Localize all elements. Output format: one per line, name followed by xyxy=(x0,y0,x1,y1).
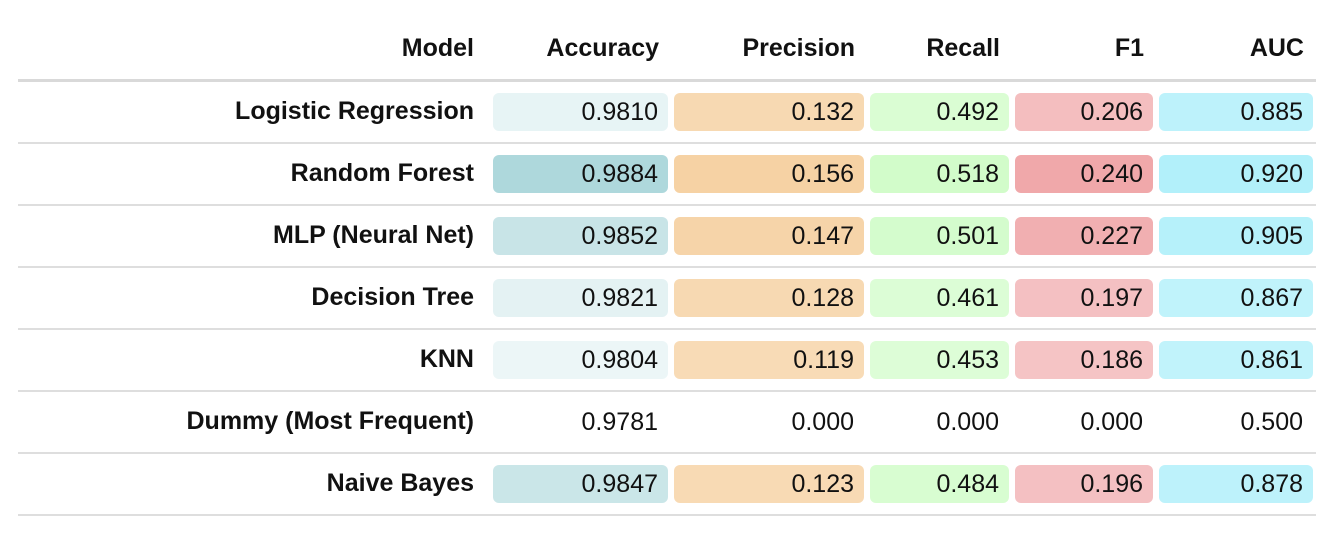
model-name-cell: Dummy (Most Frequent) xyxy=(186,407,475,435)
metric-value-accuracy: 0.9781 xyxy=(581,407,658,436)
metric-value-accuracy: 0.9804 xyxy=(493,340,668,379)
metric-value-recall: 0.453 xyxy=(870,340,1009,379)
metric-value-precision: 0.156 xyxy=(674,154,864,193)
metric-cell-recall: 0.461 xyxy=(867,267,1012,329)
metric-cell-f1: 0.206 xyxy=(1012,81,1156,143)
metric-value-auc: 0.920 xyxy=(1159,154,1313,193)
model-name-cell: Random Forest xyxy=(290,159,474,187)
metric-cell-auc: 0.920 xyxy=(1156,143,1316,205)
metric-value-precision: 0.000 xyxy=(791,407,854,436)
metric-cell-recall: 0.492 xyxy=(867,81,1012,143)
model-name-cell: KNN xyxy=(419,345,474,373)
metric-cell-precision: 0.119 xyxy=(671,329,867,391)
metric-value-precision: 0.119 xyxy=(674,340,864,379)
metric-cell-recall: 0.518 xyxy=(867,143,1012,205)
metric-cell-recall: 0.453 xyxy=(867,329,1012,391)
column-header-f1: F1 xyxy=(1114,34,1144,62)
column-header-model: Model xyxy=(401,34,474,62)
metric-cell-accuracy: 0.9804 xyxy=(490,329,671,391)
metric-value-recall: 0.501 xyxy=(870,216,1009,255)
metric-cell-accuracy: 0.9810 xyxy=(490,81,671,143)
metric-value-f1: 0.240 xyxy=(1015,154,1153,193)
model-name-cell: Decision Tree xyxy=(311,283,474,311)
metric-cell-recall: 0.501 xyxy=(867,205,1012,267)
metric-cell-recall: 0.000 xyxy=(867,391,1012,453)
metric-value-recall: 0.461 xyxy=(870,278,1009,317)
metric-cell-auc: 0.500 xyxy=(1156,391,1316,453)
model-name-cell: Naive Bayes xyxy=(326,469,474,497)
model-name-cell: Logistic Regression xyxy=(235,97,474,126)
metric-value-accuracy: 0.9852 xyxy=(493,216,668,255)
metric-value-precision: 0.123 xyxy=(674,464,864,503)
metric-value-f1: 0.186 xyxy=(1015,340,1153,379)
table-row: KNN 0.9804 0.119 0.453 0.186 0.861 xyxy=(18,329,1316,391)
metric-cell-accuracy: 0.9781 xyxy=(490,391,671,453)
metric-value-accuracy: 0.9821 xyxy=(493,278,668,317)
metric-cell-auc: 0.861 xyxy=(1156,329,1316,391)
metric-cell-auc: 0.878 xyxy=(1156,453,1316,515)
metric-cell-precision: 0.132 xyxy=(671,81,867,143)
metric-value-auc: 0.500 xyxy=(1240,407,1303,436)
metric-value-auc: 0.878 xyxy=(1159,464,1313,503)
metric-value-f1: 0.227 xyxy=(1015,216,1153,255)
metric-cell-f1: 0.240 xyxy=(1012,143,1156,205)
metric-value-accuracy: 0.9810 xyxy=(493,92,668,131)
table-row: Decision Tree 0.9821 0.128 0.461 0.197 0.867 xyxy=(18,267,1316,329)
metric-value-precision: 0.128 xyxy=(674,278,864,317)
metric-value-auc: 0.861 xyxy=(1159,340,1313,379)
table-row: Dummy (Most Frequent) 0.9781 0.000 0.000 0.0… xyxy=(18,391,1316,453)
metric-value-auc: 0.905 xyxy=(1159,216,1313,255)
metrics-table-container: Model Accuracy Precision Recall F1 AUC Logist… xyxy=(18,18,1316,516)
header-row: Model Accuracy Precision Recall F1 AUC xyxy=(18,18,1316,81)
metric-value-precision: 0.132 xyxy=(674,92,864,131)
metric-value-recall: 0.492 xyxy=(870,92,1009,131)
metric-value-accuracy: 0.9847 xyxy=(493,464,668,503)
column-header-auc: AUC xyxy=(1249,34,1304,62)
metric-cell-precision: 0.147 xyxy=(671,205,867,267)
metric-cell-accuracy: 0.9847 xyxy=(490,453,671,515)
column-header-recall: Recall xyxy=(926,34,1000,62)
metric-value-recall: 0.518 xyxy=(870,154,1009,193)
metric-cell-precision: 0.000 xyxy=(671,391,867,453)
metric-cell-precision: 0.128 xyxy=(671,267,867,329)
metric-cell-auc: 0.885 xyxy=(1156,81,1316,143)
metric-cell-f1: 0.197 xyxy=(1012,267,1156,329)
table-row: Naive Bayes 0.9847 0.123 0.484 0.196 0.878 xyxy=(18,453,1316,515)
metric-value-auc: 0.867 xyxy=(1159,278,1313,317)
table-body: Logistic Regression 0.9810 0.132 0.492 0.206… xyxy=(18,81,1316,515)
metric-value-auc: 0.885 xyxy=(1159,92,1313,131)
metric-value-accuracy: 0.9884 xyxy=(493,154,668,193)
column-header-accuracy: Accuracy xyxy=(546,34,659,62)
metric-value-f1: 0.196 xyxy=(1015,464,1153,503)
metric-value-recall: 0.000 xyxy=(936,407,999,436)
metric-value-f1: 0.206 xyxy=(1015,92,1153,131)
metric-cell-f1: 0.000 xyxy=(1012,391,1156,453)
model-name-cell: MLP (Neural Net) xyxy=(273,221,474,249)
metric-cell-auc: 0.905 xyxy=(1156,205,1316,267)
metric-value-f1: 0.000 xyxy=(1080,407,1143,436)
metric-cell-accuracy: 0.9884 xyxy=(490,143,671,205)
table-row: Logistic Regression 0.9810 0.132 0.492 0.206… xyxy=(18,81,1316,143)
metric-cell-f1: 0.227 xyxy=(1012,205,1156,267)
metric-cell-f1: 0.186 xyxy=(1012,329,1156,391)
table-row: Random Forest 0.9884 0.156 0.518 0.240 0.920 xyxy=(18,143,1316,205)
metric-cell-recall: 0.484 xyxy=(867,453,1012,515)
metric-cell-precision: 0.156 xyxy=(671,143,867,205)
metric-value-precision: 0.147 xyxy=(674,216,864,255)
metric-cell-auc: 0.867 xyxy=(1156,267,1316,329)
metric-cell-accuracy: 0.9821 xyxy=(490,267,671,329)
metrics-table: Model Accuracy Precision Recall F1 AUC Logist… xyxy=(18,18,1316,516)
metric-cell-accuracy: 0.9852 xyxy=(490,205,671,267)
table-row: MLP (Neural Net) 0.9852 0.147 0.501 0.227 0.9… xyxy=(18,205,1316,267)
column-header-precision: Precision xyxy=(742,34,855,62)
metric-value-recall: 0.484 xyxy=(870,464,1009,503)
metric-cell-f1: 0.196 xyxy=(1012,453,1156,515)
metric-value-f1: 0.197 xyxy=(1015,278,1153,317)
metric-cell-precision: 0.123 xyxy=(671,453,867,515)
